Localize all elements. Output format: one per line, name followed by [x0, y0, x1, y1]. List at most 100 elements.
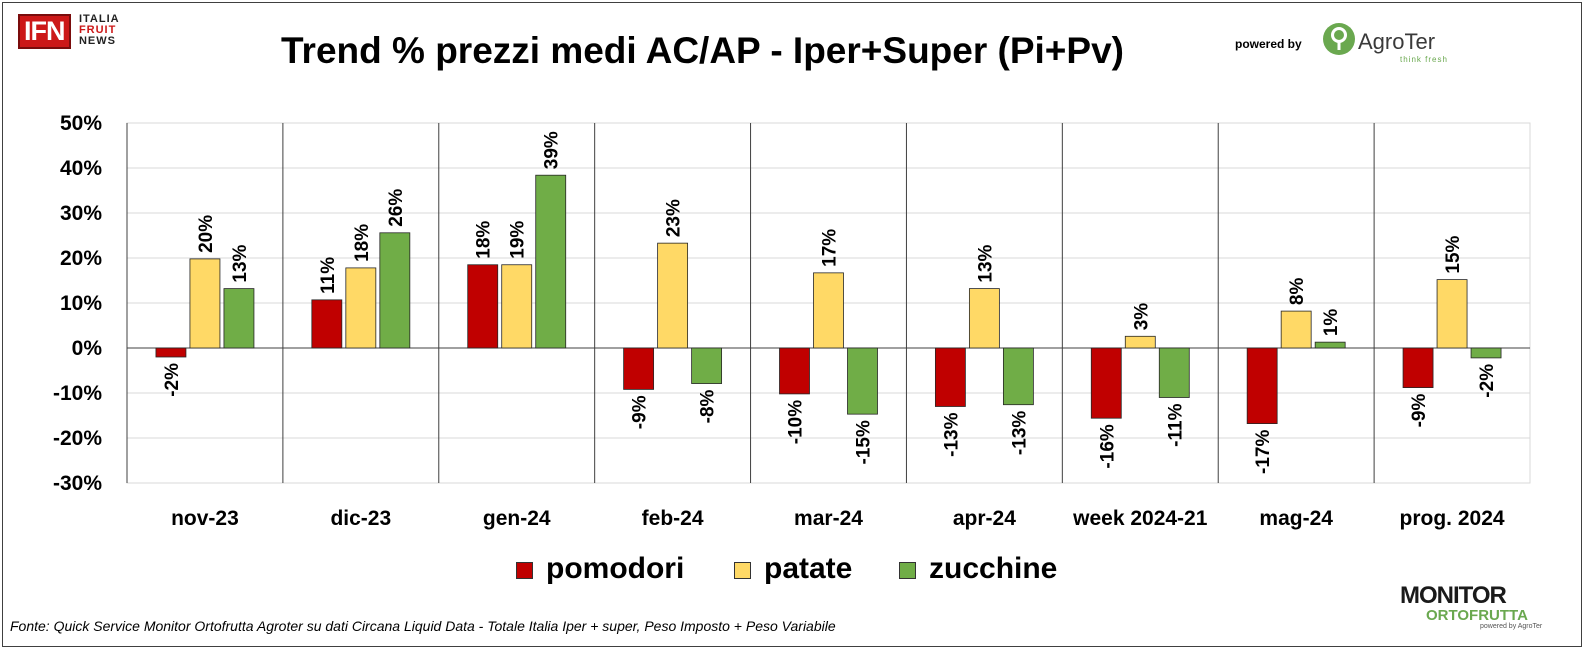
ifn-logo: IFN ITALIA FRUIT NEWS [18, 14, 120, 49]
y-tick-label: -10% [53, 382, 102, 405]
data-label-zucchine: 39% [542, 131, 563, 169]
data-label-patate: 3% [1131, 303, 1152, 331]
bar-patate [657, 242, 689, 349]
bar-zucchine [223, 288, 255, 349]
legend-swatch-zucchine [899, 562, 916, 579]
bar-pomodori [1246, 347, 1278, 424]
bars [155, 174, 1502, 424]
y-axis: 50% 40% 30% 20% 10% 0% -10% -20% -30% [53, 112, 102, 495]
data-label-zucchine: -15% [854, 420, 875, 464]
bar-patate [1436, 279, 1468, 349]
data-label-patate: 20% [196, 215, 217, 253]
monitor-logo-line2: ORTOFRUTTA [1426, 607, 1528, 624]
bar-zucchine [1314, 341, 1346, 349]
y-tick-label: 0% [72, 337, 103, 360]
data-label-zucchine: 26% [386, 189, 407, 227]
bar-pomodori [623, 347, 655, 390]
y-tick-label: 30% [60, 202, 102, 225]
bar-pomodori [155, 347, 187, 358]
agroter-logo: AgroTer think fresh [1322, 22, 1447, 64]
bar-pomodori [1402, 347, 1434, 388]
data-label-patate: 23% [664, 199, 685, 237]
monitor-logo-line1: MONITOR [1400, 582, 1507, 609]
x-tick-label: apr-24 [953, 507, 1016, 530]
x-tick-label: prog. 2024 [1400, 507, 1505, 530]
bar-zucchine [1470, 347, 1502, 359]
bar-patate [1124, 335, 1156, 349]
bar-patate [1280, 310, 1312, 349]
bar-zucchine [847, 347, 878, 415]
data-label-pomodori: 11% [318, 257, 339, 294]
x-tick-label: mar-24 [794, 507, 863, 530]
x-tick-label: dic-23 [330, 507, 391, 530]
bar-zucchine [1002, 347, 1034, 406]
data-label-pomodori: -9% [1409, 394, 1430, 428]
bar-zucchine [691, 347, 723, 384]
data-label-zucchine: -8% [698, 389, 719, 423]
data-label-pomodori: -16% [1097, 424, 1118, 468]
ifn-logo-line1: ITALIA [78, 13, 120, 25]
data-label-pomodori: -13% [941, 412, 962, 456]
bar-patate [345, 267, 377, 349]
bar-patate [813, 272, 844, 349]
bar-pomodori [934, 347, 966, 407]
bar-patate [968, 288, 1000, 349]
powered-by-text: powered by [1235, 37, 1302, 51]
bar-zucchine [535, 174, 567, 349]
agroter-name: AgroTer [1358, 29, 1436, 54]
data-label-patate: 15% [1443, 235, 1464, 273]
legend-swatch-pomodori [516, 562, 533, 579]
bar-patate [501, 264, 533, 349]
data-label-patate: 17% [820, 229, 841, 267]
x-tick-label: feb-24 [642, 507, 704, 530]
legend-swatch-patate [734, 562, 751, 579]
data-label-patate: 13% [975, 244, 996, 282]
data-label-zucchine: -2% [1477, 364, 1498, 398]
x-axis: nov-23 dic-23 gen-24 feb-24 mar-24 apr-24 week… [171, 507, 1505, 530]
legend-label-pomodori: pomodori [546, 552, 685, 585]
data-label-pomodori: 18% [474, 221, 495, 259]
tree-icon [1323, 23, 1355, 55]
bar-patate [189, 258, 221, 349]
legend-label-patate: patate [764, 552, 853, 585]
data-label-zucchine: -11% [1165, 403, 1186, 446]
data-label-patate: 19% [508, 221, 529, 259]
data-label-patate: 8% [1287, 278, 1308, 306]
legend: pomodori patate zucchine [0, 552, 1587, 592]
data-label-patate: 18% [352, 224, 373, 262]
y-tick-label: 40% [60, 157, 102, 180]
bar-zucchine [1158, 347, 1190, 398]
y-tick-label: -30% [53, 472, 102, 495]
bar-pomodori [467, 264, 499, 349]
bar-zucchine [379, 232, 411, 349]
ifn-logo-line2: FRUIT [78, 24, 117, 36]
legend-label-zucchine: zucchine [929, 552, 1058, 585]
y-tick-label: -20% [53, 427, 102, 450]
monitor-logo-line3: powered by AgroTer [1480, 623, 1543, 630]
data-labels: -2% 20% 13% 11% 18% 26% 18% 19% 39% -9% 23% -8% -10%… [162, 131, 1498, 474]
y-tick-label: 20% [60, 247, 102, 270]
source-note: Fonte: Quick Service Monitor Ortofrutta … [10, 618, 836, 634]
data-label-zucchine: -13% [1009, 411, 1030, 455]
agroter-tagline: think fresh [1400, 55, 1448, 64]
data-label-zucchine: 13% [230, 244, 251, 282]
data-label-pomodori: -17% [1253, 429, 1274, 473]
ifn-logo-text: ITALIA FRUIT NEWS [79, 14, 120, 47]
x-tick-label: gen-24 [483, 507, 551, 530]
x-tick-label: week 2024-21 [1072, 507, 1208, 530]
bar-pomodori [1090, 347, 1122, 419]
bar-pomodori [311, 299, 343, 349]
data-label-pomodori: -9% [630, 395, 651, 429]
chart-title: Trend % prezzi medi AC/AP - Iper+Super (… [281, 30, 1124, 71]
ifn-logo-box: IFN [18, 14, 71, 49]
monitor-ortofrutta-logo: MONITOR ORTOFRUTTA powered by AgroTer [1400, 584, 1560, 631]
data-label-pomodori: -2% [162, 363, 183, 397]
x-tick-label: nov-23 [171, 507, 239, 530]
data-label-zucchine: 1% [1321, 309, 1342, 337]
data-label-pomodori: -10% [786, 400, 807, 444]
y-tick-label: 50% [60, 112, 102, 135]
bar-pomodori [779, 347, 810, 395]
ifn-logo-line3: NEWS [78, 35, 116, 47]
